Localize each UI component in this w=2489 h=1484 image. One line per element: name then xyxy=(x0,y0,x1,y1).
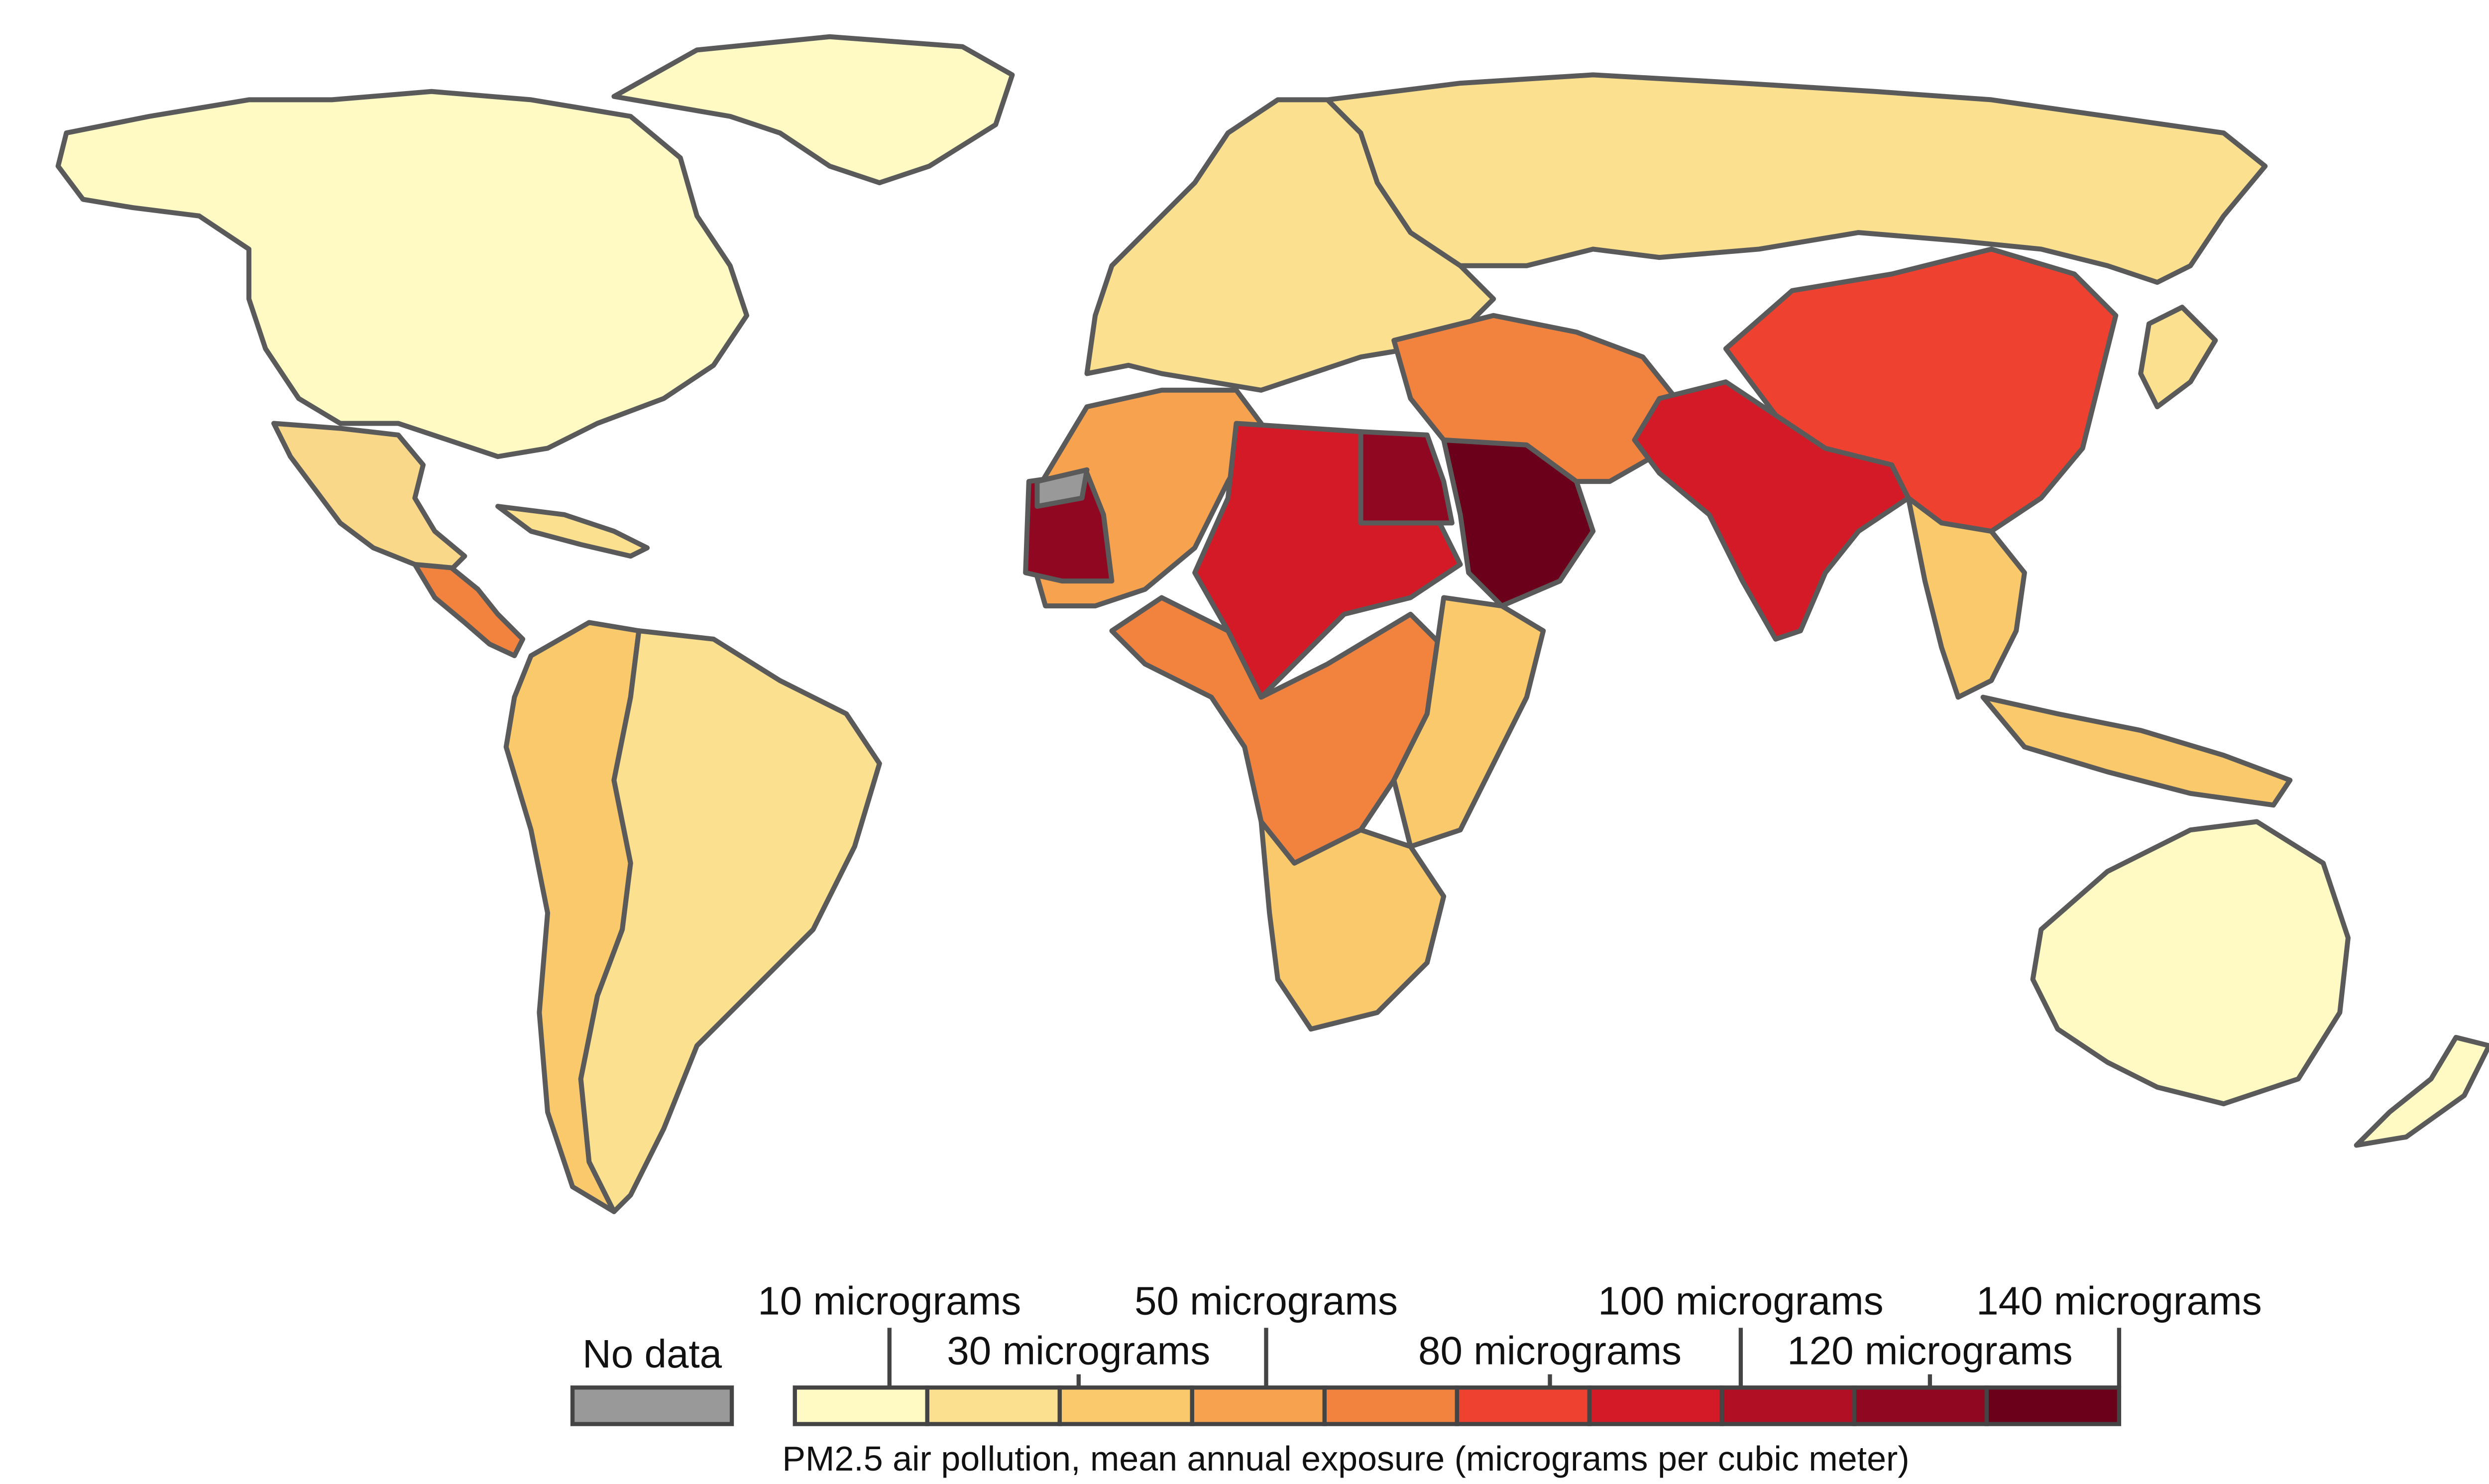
legend-swatch-0 xyxy=(792,1385,929,1426)
legend-swatch-2 xyxy=(1057,1385,1194,1426)
region-south-america xyxy=(578,628,882,1214)
legend-swatch-1 xyxy=(925,1385,1062,1426)
region-mexico xyxy=(271,421,467,575)
region-southern-africa xyxy=(1258,819,1447,1032)
region-southeast-asia xyxy=(1906,495,2027,700)
legend-label-30: 30 micrograms xyxy=(947,1329,1210,1373)
region-no-data xyxy=(1034,467,1090,509)
legend-label-80: 80 micrograms xyxy=(1418,1329,1682,1373)
region-central-america xyxy=(412,562,526,659)
region-new-zealand xyxy=(2354,1034,2489,1148)
legend-swatch-7 xyxy=(1719,1385,1857,1426)
legend-color-ramp xyxy=(792,1385,2122,1426)
region-caribbean xyxy=(495,504,650,559)
region-central-africa xyxy=(1109,595,1447,866)
legend-no-data-label: No data xyxy=(582,1332,722,1376)
region-north-america xyxy=(55,89,750,459)
legend-label-50: 50 micrograms xyxy=(1134,1279,1398,1323)
region-greenland xyxy=(611,34,1015,186)
region-china xyxy=(1723,246,2119,534)
legend: No data 10 micrograms 50 micrograms 100 … xyxy=(570,1279,2262,1478)
region-indonesia xyxy=(1980,694,2293,808)
legend-label-120: 120 micrograms xyxy=(1787,1329,2073,1373)
legend-label-140: 140 micrograms xyxy=(1976,1279,2262,1323)
region-australia xyxy=(2030,819,2351,1107)
region-russia xyxy=(1325,72,2268,285)
region-middle-east xyxy=(1391,313,1679,484)
legend-label-100: 100 micrograms xyxy=(1598,1279,1884,1323)
legend-swatch-3 xyxy=(1190,1385,1327,1426)
legend-swatch-9 xyxy=(1984,1385,2122,1426)
region-east-africa xyxy=(1391,595,1546,849)
legend-swatch-6 xyxy=(1587,1385,1724,1426)
legend-no-data-swatch xyxy=(570,1385,734,1426)
legend-swatch-5 xyxy=(1455,1385,1592,1426)
region-japan xyxy=(2138,305,2218,410)
legend-title: PM2.5 air pollution, mean annual exposur… xyxy=(782,1439,1909,1478)
legend-label-10: 10 micrograms xyxy=(758,1279,1021,1323)
legend-swatch-4 xyxy=(1322,1385,1460,1426)
legend-swatch-8 xyxy=(1852,1385,1989,1426)
region-egypt xyxy=(1358,429,1455,526)
